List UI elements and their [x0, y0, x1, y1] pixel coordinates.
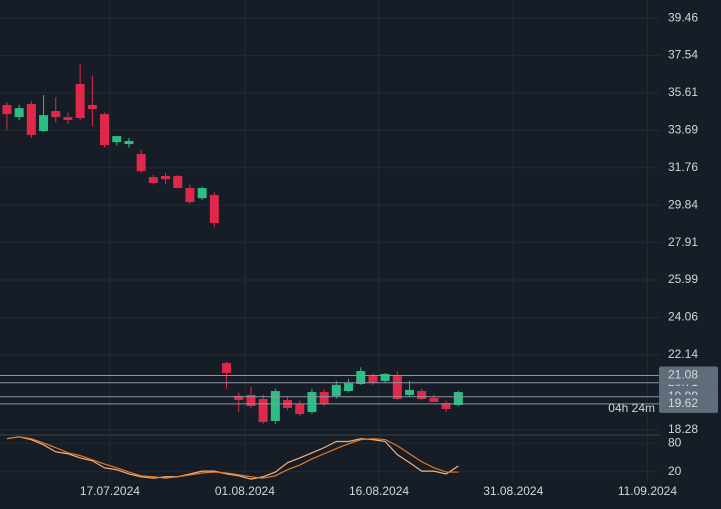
y-tick-label: 39.46 [668, 10, 698, 24]
countdown: 04h 24m [608, 401, 655, 415]
indicator-line [6, 436, 459, 480]
candle-body [222, 363, 232, 373]
candle-body [246, 394, 256, 407]
y-tick-label: 35.61 [668, 85, 698, 99]
candle-body [51, 111, 61, 118]
candle-body [417, 391, 427, 400]
candle-body [173, 175, 183, 189]
candle-body [63, 117, 73, 120]
candle-body [136, 154, 146, 172]
y-tick-label: 18.28 [668, 422, 698, 436]
candle-body [356, 371, 366, 385]
y-tick-label: 20 [668, 464, 682, 478]
candle-body [331, 384, 341, 396]
candle-body [39, 115, 49, 132]
candle-body [307, 392, 317, 413]
candle-body [112, 136, 122, 143]
price-label-box [659, 366, 718, 385]
candle-body [234, 395, 244, 400]
y-tick-label: 80 [668, 436, 682, 450]
price-label: 21.08 [668, 368, 698, 382]
candle-body [453, 392, 463, 406]
candle-body [2, 105, 12, 115]
price-label: 19.62 [668, 396, 698, 410]
candle-body [185, 188, 195, 203]
y-tick-label: 24.06 [668, 310, 698, 324]
x-tick-label: 31.08.2024 [483, 484, 543, 498]
candle-body [405, 389, 415, 395]
y-tick-label: 37.54 [668, 48, 698, 62]
candle-body [124, 140, 134, 145]
candle-body [87, 105, 97, 110]
candle-body [368, 376, 378, 384]
candle-body [258, 399, 268, 422]
candle-body [26, 104, 36, 135]
candle-body [392, 376, 402, 400]
candle-body [429, 398, 439, 402]
candle-body [344, 383, 354, 392]
candle-body [209, 195, 219, 224]
candle-body [161, 175, 171, 180]
y-tick-label: 22.14 [668, 347, 698, 361]
y-tick-label: 31.76 [668, 160, 698, 174]
x-tick-label: 01.08.2024 [215, 484, 275, 498]
y-tick-label: 29.84 [668, 197, 698, 211]
candle-body [270, 391, 280, 421]
candle-body [380, 373, 390, 381]
y-tick-label: 25.99 [668, 272, 698, 286]
price-label-box [659, 394, 718, 413]
candle-body [148, 177, 158, 183]
indicator-line [6, 436, 459, 479]
y-tick-label: 27.91 [668, 235, 698, 249]
candle-body [75, 84, 85, 119]
candle-body [14, 108, 24, 118]
candle-body [441, 403, 451, 409]
x-tick-label: 11.09.2024 [618, 484, 677, 498]
candle-body [295, 404, 305, 414]
candle-body [100, 114, 110, 146]
x-tick-label: 16.08.2024 [349, 484, 409, 498]
y-tick-label: 33.69 [668, 122, 698, 136]
candle-body [197, 188, 207, 199]
candle-body [319, 392, 329, 405]
x-tick-label: 17.07.2024 [80, 484, 140, 498]
